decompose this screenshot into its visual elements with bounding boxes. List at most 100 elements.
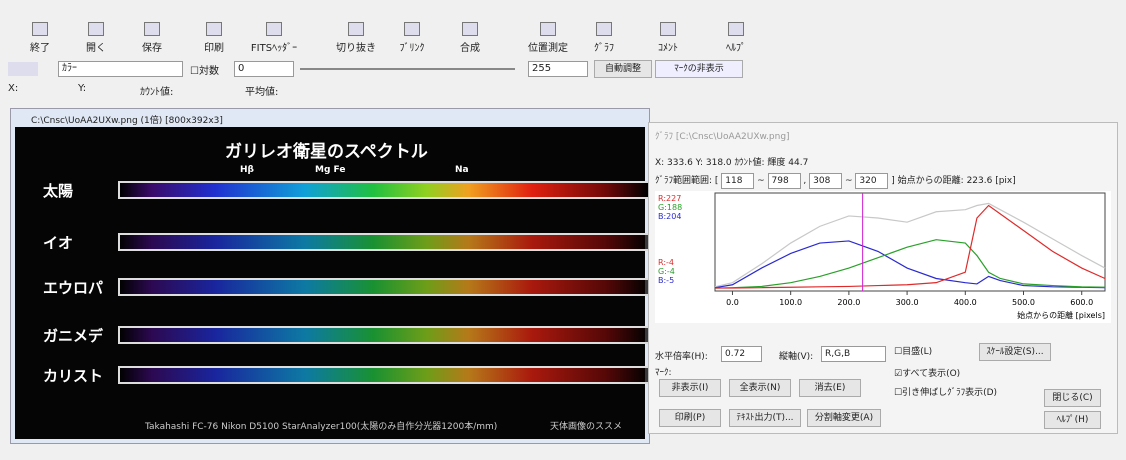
x-tick-label: 0.0 bbox=[726, 298, 739, 307]
toolbar-button[interactable]: ｸﾞﾗﾌ bbox=[578, 20, 630, 58]
button-label: 開く bbox=[86, 43, 106, 54]
button[interactable]: 分割軸変更(A) bbox=[807, 409, 881, 427]
mark-button[interactable]: ﾏｰｸの非表示 bbox=[655, 60, 743, 78]
icon bbox=[144, 22, 160, 36]
range-field[interactable]: 308 bbox=[809, 173, 842, 189]
spectrum-box bbox=[118, 278, 652, 296]
x-tick-label: 500.0 bbox=[1012, 298, 1035, 307]
graph-title: ｸﾞﾗﾌ [C:\Cnsc\UoAA2UXw.png] bbox=[655, 129, 790, 142]
spectrum-box bbox=[118, 326, 652, 344]
auto-button[interactable]: 自動調整 bbox=[594, 60, 652, 78]
toolbar-button[interactable]: ﾍﾙﾌﾟ bbox=[710, 20, 762, 58]
row-label: エウロパ bbox=[43, 277, 103, 298]
icon bbox=[348, 22, 364, 36]
max-field[interactable]: 255 bbox=[528, 61, 588, 77]
toolbar-button[interactable]: ﾌﾞﾘﾝｸ bbox=[386, 20, 438, 58]
button-label: 位置測定 bbox=[528, 43, 568, 54]
x-tick-label: 600.0 bbox=[1070, 298, 1093, 307]
button-label: 合成 bbox=[460, 43, 480, 54]
mode-select[interactable]: ｶﾗｰ bbox=[58, 61, 183, 77]
scale-bottom: B:-5 bbox=[658, 276, 674, 285]
graph-window: ｸﾞﾗﾌ [C:\Cnsc\UoAA2UXw.png] X: 333.6 Y: … bbox=[648, 122, 1118, 434]
button[interactable]: 消去(E) bbox=[799, 379, 861, 397]
x-tick-label: 200.0 bbox=[837, 298, 860, 307]
icon bbox=[660, 22, 676, 36]
log-check[interactable]: ☐対数 bbox=[190, 62, 219, 77]
image: ガリレオ衛星のスペクトル 太陽イオエウロパガニメデカリストHβMg FeNa T… bbox=[15, 127, 645, 439]
icon bbox=[596, 22, 612, 36]
button-label: 保存 bbox=[142, 43, 162, 54]
icon bbox=[728, 22, 744, 36]
toolbar-button[interactable]: 終了 bbox=[14, 20, 66, 58]
row-label: 太陽 bbox=[43, 180, 73, 201]
x-axis-label: 始点からの距離 [pixels] bbox=[1017, 310, 1105, 320]
toolbar-button[interactable]: 開く bbox=[70, 20, 122, 58]
scale-bottom: G:-4 bbox=[658, 267, 675, 276]
button[interactable]: ｽｹｰﾙ設定(S)... bbox=[979, 343, 1051, 361]
y-label: Y: bbox=[78, 83, 86, 94]
range-label: ｸﾞﾗﾌ範囲範囲: [ bbox=[655, 176, 718, 186]
scale-top: G:188 bbox=[658, 203, 682, 212]
button-label: ﾌﾞﾘﾝｸ bbox=[400, 43, 425, 54]
image-credit: 天体画像のススメ bbox=[550, 419, 622, 432]
log-label: 対数 bbox=[199, 66, 219, 77]
button-label: 終了 bbox=[30, 43, 50, 54]
checkbox[interactable]: ☑すべて表示(O) bbox=[894, 366, 960, 379]
button-label: 切り抜き bbox=[336, 43, 376, 54]
image-window: C:\Cnsc\UoAA2UXw.png (1倍) [800x392x3] ガリ… bbox=[10, 108, 650, 444]
zoom-icons[interactable] bbox=[8, 62, 38, 76]
button[interactable]: 印刷(P) bbox=[659, 409, 721, 427]
toolbar-button[interactable]: ｺﾒﾝﾄ bbox=[642, 20, 694, 58]
button-label: ｺﾒﾝﾄ bbox=[658, 43, 678, 54]
icon bbox=[32, 22, 48, 36]
x-label: X: bbox=[8, 83, 18, 94]
icon bbox=[266, 22, 282, 36]
toolbar-button[interactable]: 印刷 bbox=[188, 20, 240, 58]
distance: 223.6 bbox=[967, 176, 993, 186]
toolbar-button[interactable]: 保存 bbox=[126, 20, 178, 58]
count-label: ｶｳﾝﾄ値: bbox=[140, 83, 173, 98]
spectrum-box bbox=[118, 366, 652, 384]
checkbox[interactable]: ☐目盛(L) bbox=[894, 344, 932, 357]
range: ｸﾞﾗﾌ範囲範囲: [ 118 ~ 798 , 308 ~ 320 ] 始点から… bbox=[655, 173, 1016, 189]
v-axis[interactable]: R,G,B bbox=[821, 346, 886, 362]
range-field[interactable]: 798 bbox=[768, 173, 801, 189]
slider[interactable] bbox=[300, 68, 515, 70]
button-label: ｸﾞﾗﾌ bbox=[594, 43, 614, 54]
check-label: 目盛(L) bbox=[902, 347, 932, 357]
distance-label: 始点からの距離: bbox=[898, 176, 964, 186]
button[interactable]: ﾍﾙﾌﾟ(H) bbox=[1044, 411, 1101, 429]
h-scale[interactable]: 0.72 bbox=[721, 346, 762, 362]
button[interactable]: 全表示(N) bbox=[729, 379, 791, 397]
check-label: すべて表示(O) bbox=[902, 369, 960, 379]
image-footer: Takahashi FC-76 Nikon D5100 StarAnalyzer… bbox=[145, 419, 497, 432]
row-label: カリスト bbox=[43, 365, 103, 386]
distance-unit: [pix] bbox=[995, 176, 1016, 186]
range-field[interactable]: 320 bbox=[855, 173, 888, 189]
mark-label: ﾏｰｸ: bbox=[655, 365, 672, 378]
button[interactable]: 閉じる(C) bbox=[1044, 389, 1101, 407]
position: X: 333.6 Y: 318.0 ｶｳﾝﾄ値: 輝度 44.7 bbox=[655, 155, 808, 168]
line-label: Na bbox=[455, 165, 469, 175]
scale-top: B:204 bbox=[658, 212, 681, 221]
scale-bottom: R:-4 bbox=[658, 258, 674, 267]
mean-label: 平均値: bbox=[245, 83, 278, 98]
icon bbox=[462, 22, 478, 36]
min-field[interactable]: 0 bbox=[234, 61, 294, 77]
spectrum-box bbox=[118, 181, 652, 199]
check-label: 引き伸ばしｸﾞﾗﾌ表示(D) bbox=[902, 388, 997, 398]
checkbox[interactable]: ☐引き伸ばしｸﾞﾗﾌ表示(D) bbox=[894, 385, 997, 398]
spectrum-box bbox=[118, 233, 652, 251]
x-tick-label: 300.0 bbox=[896, 298, 919, 307]
button[interactable]: 非表示(I) bbox=[659, 379, 721, 397]
toolbar-button[interactable]: 合成 bbox=[444, 20, 496, 58]
window-title: C:\Cnsc\UoAA2UXw.png (1倍) [800x392x3] bbox=[31, 113, 223, 126]
line-label: Mg Fe bbox=[315, 165, 345, 175]
range-field[interactable]: 118 bbox=[721, 173, 754, 189]
button-label: FITSﾍｯﾀﾞｰ bbox=[251, 43, 297, 54]
toolbar-button[interactable]: 位置測定 bbox=[522, 20, 574, 58]
toolbar-button[interactable]: FITSﾍｯﾀﾞｰ bbox=[248, 20, 300, 58]
toolbar-button[interactable]: 切り抜き bbox=[330, 20, 382, 58]
button[interactable]: ﾃｷｽﾄ出力(T)... bbox=[729, 409, 801, 427]
